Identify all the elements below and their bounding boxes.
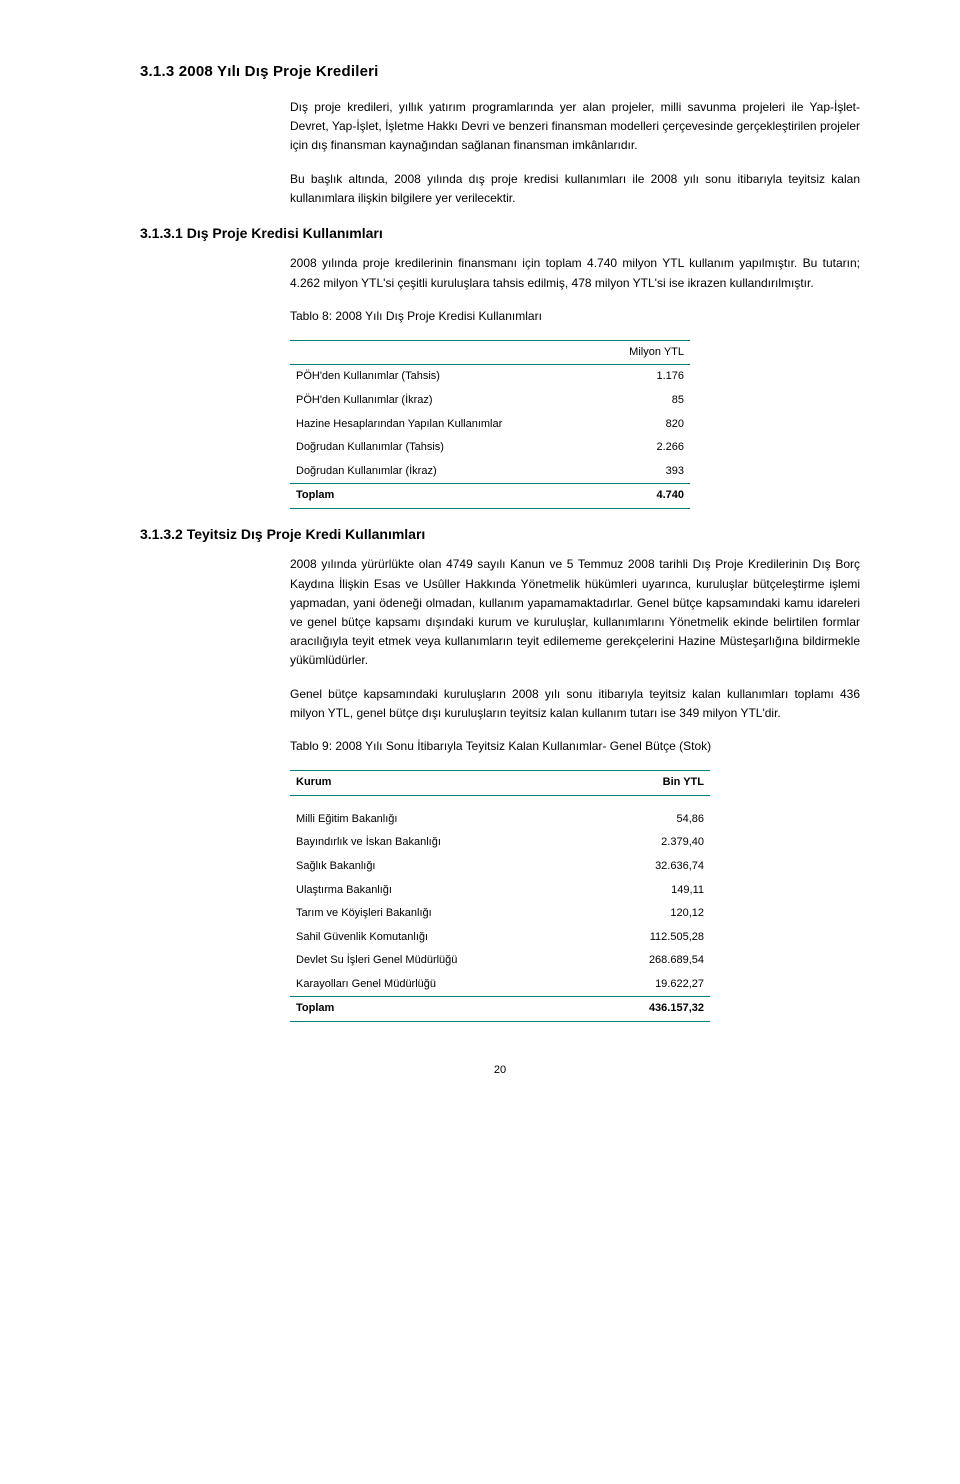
table-cell: Hazine Hesaplarından Yapılan Kullanımlar	[290, 413, 596, 437]
table-cell: 820	[596, 413, 690, 437]
table-row: PÖH'den Kullanımlar (Tahsis) 1.176	[290, 365, 690, 389]
table-header-cell: Milyon YTL	[596, 340, 690, 365]
table-8: Milyon YTL PÖH'den Kullanımlar (Tahsis) …	[290, 340, 690, 509]
table-cell: Tarım ve Köyişleri Bakanlığı	[290, 902, 593, 926]
table-header-cell: Kurum	[290, 771, 593, 796]
table-cell: Doğrudan Kullanımlar (Tahsis)	[290, 436, 596, 460]
page-number: 20	[140, 1062, 860, 1080]
table-cell: Sahil Güvenlik Komutanlığı	[290, 926, 593, 950]
heading-3-1-3: 3.1.3 2008 Yılı Dış Proje Kredileri	[140, 60, 860, 84]
table-cell: 1.176	[596, 365, 690, 389]
table-cell: 85	[596, 389, 690, 413]
table-row: Sağlık Bakanlığı 32.636,74	[290, 855, 710, 879]
table-cell: Bayındırlık ve İskan Bakanlığı	[290, 831, 593, 855]
table-row: Doğrudan Kullanımlar (Tahsis) 2.266	[290, 436, 690, 460]
table-row: Ulaştırma Bakanlığı 149,11	[290, 879, 710, 903]
table-cell: Doğrudan Kullanımlar (İkraz)	[290, 460, 596, 484]
table-row: Milli Eğitim Bakanlığı 54,86	[290, 808, 710, 832]
heading-3-1-3-2: 3.1.3.2 Teyitsiz Dış Proje Kredi Kullanı…	[140, 523, 860, 545]
table-9: Kurum Bin YTL Milli Eğitim Bakanlığı 54,…	[290, 770, 710, 1022]
table-caption: Tablo 8: 2008 Yılı Dış Proje Kredisi Kul…	[290, 307, 860, 326]
table-row: Devlet Su İşleri Genel Müdürlüğü 268.689…	[290, 949, 710, 973]
paragraph: 2008 yılında proje kredilerinin finansma…	[290, 254, 860, 292]
table-total-row: Toplam 436.157,32	[290, 997, 710, 1022]
paragraph: 2008 yılında yürürlükte olan 4749 sayılı…	[290, 555, 860, 670]
table-cell: Karayolları Genel Müdürlüğü	[290, 973, 593, 997]
heading-3-1-3-1: 3.1.3.1 Dış Proje Kredisi Kullanımları	[140, 222, 860, 244]
table-header-cell	[290, 340, 596, 365]
paragraph: Genel bütçe kapsamındaki kuruluşların 20…	[290, 685, 860, 723]
table-row	[290, 795, 710, 808]
table-row: Bayındırlık ve İskan Bakanlığı 2.379,40	[290, 831, 710, 855]
table-caption: Tablo 9: 2008 Yılı Sonu İtibarıyla Teyit…	[290, 737, 860, 756]
paragraph: Dış proje kredileri, yıllık yatırım prog…	[290, 98, 860, 156]
table-cell: Devlet Su İşleri Genel Müdürlüğü	[290, 949, 593, 973]
section-3132-block: 2008 yılında yürürlükte olan 4749 sayılı…	[290, 555, 860, 1022]
table-cell: 2.379,40	[593, 831, 710, 855]
table-cell: 2.266	[596, 436, 690, 460]
table-cell: 149,11	[593, 879, 710, 903]
table-cell: Milli Eğitim Bakanlığı	[290, 808, 593, 832]
table-header-cell: Bin YTL	[593, 771, 710, 796]
table-cell: PÖH'den Kullanımlar (Tahsis)	[290, 365, 596, 389]
table-cell: 112.505,28	[593, 926, 710, 950]
table-cell: PÖH'den Kullanımlar (İkraz)	[290, 389, 596, 413]
table-cell: 120,12	[593, 902, 710, 926]
table-cell: 436.157,32	[593, 997, 710, 1022]
table-row: Hazine Hesaplarından Yapılan Kullanımlar…	[290, 413, 690, 437]
table-cell: Sağlık Bakanlığı	[290, 855, 593, 879]
table-cell: 4.740	[596, 484, 690, 509]
table-header-row: Milyon YTL	[290, 340, 690, 365]
table-row: Karayolları Genel Müdürlüğü 19.622,27	[290, 973, 710, 997]
table-cell: 393	[596, 460, 690, 484]
table-cell: 54,86	[593, 808, 710, 832]
table-total-row: Toplam 4.740	[290, 484, 690, 509]
table-cell: 268.689,54	[593, 949, 710, 973]
intro-block: Dış proje kredileri, yıllık yatırım prog…	[290, 98, 860, 208]
table-cell: 32.636,74	[593, 855, 710, 879]
table-cell: 19.622,27	[593, 973, 710, 997]
table-header-row: Kurum Bin YTL	[290, 771, 710, 796]
table-cell: Ulaştırma Bakanlığı	[290, 879, 593, 903]
section-3131-block: 2008 yılında proje kredilerinin finansma…	[290, 254, 860, 509]
table-row: Sahil Güvenlik Komutanlığı 112.505,28	[290, 926, 710, 950]
table-row: Doğrudan Kullanımlar (İkraz) 393	[290, 460, 690, 484]
table-cell: Toplam	[290, 997, 593, 1022]
table-row: Tarım ve Köyişleri Bakanlığı 120,12	[290, 902, 710, 926]
table-row: PÖH'den Kullanımlar (İkraz) 85	[290, 389, 690, 413]
table-cell: Toplam	[290, 484, 596, 509]
paragraph: Bu başlık altında, 2008 yılında dış proj…	[290, 170, 860, 208]
